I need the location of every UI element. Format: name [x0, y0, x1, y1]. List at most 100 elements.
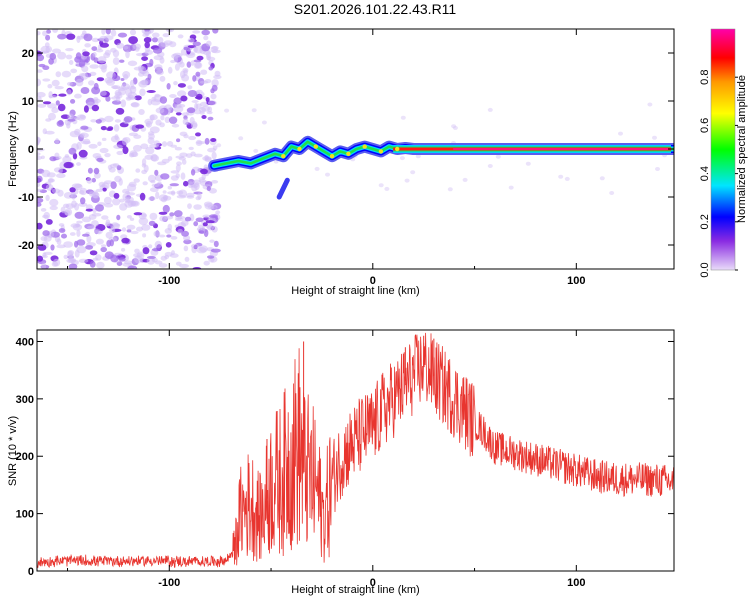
noise-blob	[118, 178, 123, 186]
noise-blob	[159, 96, 168, 104]
colorbar-tick-label: 0.4	[699, 166, 711, 181]
noise-blob	[150, 154, 160, 162]
trace-knot	[362, 144, 367, 149]
noise-blob	[80, 197, 86, 205]
noise-blob	[82, 51, 90, 57]
noise-blob	[170, 236, 178, 240]
noise-blob	[57, 51, 67, 60]
noise-blob	[148, 29, 154, 34]
noise-blob	[200, 69, 208, 75]
noise-blob	[149, 187, 159, 193]
noise-blob	[93, 97, 99, 102]
noise-blob	[67, 113, 74, 120]
noise-blob	[147, 98, 153, 106]
noise-blob	[183, 69, 188, 76]
noise-blob	[211, 79, 219, 87]
noise-blob	[173, 105, 184, 113]
noise-blob	[142, 247, 150, 255]
noise-blob	[196, 93, 203, 100]
noise-blob	[111, 96, 120, 100]
noise-blob	[105, 231, 113, 239]
noise-blob	[94, 229, 102, 234]
snr-frame	[36, 329, 675, 572]
noise-blob	[146, 257, 156, 265]
noise-blob	[207, 147, 217, 153]
noise-blob	[154, 240, 162, 249]
noise-blob	[206, 40, 212, 47]
noise-blob	[92, 192, 100, 199]
noise-blob	[76, 220, 83, 224]
noise-blob	[201, 174, 206, 180]
noise-blob	[154, 169, 159, 176]
snr-x-axis-label: Height of straight line (km)	[291, 584, 419, 596]
noise-blob	[58, 167, 63, 174]
noise-blob	[166, 141, 174, 147]
noise-blob	[404, 178, 410, 183]
noise-blob	[151, 183, 160, 188]
noise-blob	[599, 176, 605, 181]
noise-blob	[160, 115, 165, 121]
noise-blob	[122, 146, 129, 155]
noise-blob	[487, 164, 493, 168]
noise-blob	[81, 65, 89, 73]
noise-blob	[210, 138, 217, 142]
noise-blob	[212, 29, 219, 34]
noise-blob	[91, 220, 99, 227]
noise-blob	[134, 255, 143, 264]
noise-blob	[205, 220, 215, 224]
noise-blob	[174, 210, 183, 218]
colorbar-tick-label: 0.2	[699, 214, 711, 229]
noise-blob	[144, 49, 154, 55]
noise-blob	[126, 192, 136, 196]
noise-blob	[141, 79, 148, 86]
noise-blob	[141, 158, 147, 166]
noise-blob	[51, 79, 60, 87]
noise-blob	[175, 112, 182, 116]
noise-blob	[144, 41, 150, 49]
noise-blob	[149, 114, 158, 121]
noise-blob	[96, 77, 105, 82]
noise-blob	[42, 78, 51, 82]
noise-blob	[51, 188, 61, 194]
noise-blob	[55, 71, 62, 78]
noise-blob	[54, 86, 64, 90]
noise-blob	[45, 184, 54, 191]
noise-blob	[113, 192, 120, 199]
noise-blob	[115, 91, 123, 96]
noise-blob	[207, 116, 214, 121]
noise-blob	[65, 203, 75, 210]
noise-blob	[118, 257, 126, 262]
y-tick-label: 400	[16, 336, 34, 348]
noise-blob	[209, 214, 218, 219]
noise-blob	[525, 161, 531, 166]
noise-blob	[201, 29, 210, 36]
noise-blob	[192, 122, 198, 128]
noise-blob	[47, 84, 53, 89]
noise-blob	[85, 245, 94, 250]
noise-blob	[123, 74, 129, 80]
noise-blob	[61, 70, 72, 78]
noise-blob	[191, 100, 199, 103]
noise-blob	[164, 116, 170, 124]
noise-blob	[153, 140, 160, 147]
noise-blob	[129, 79, 135, 88]
noise-blob	[125, 50, 130, 59]
noise-blob	[41, 254, 48, 259]
noise-blob	[116, 214, 121, 221]
noise-blob	[148, 220, 156, 226]
noise-blob	[159, 75, 166, 82]
noise-blob	[141, 213, 147, 218]
noise-blob	[177, 90, 187, 97]
noise-blob	[176, 194, 187, 199]
noise-blob	[127, 265, 138, 269]
noise-blob	[180, 172, 186, 180]
noise-blob	[184, 256, 190, 262]
noise-blob	[415, 154, 421, 159]
noise-blob	[97, 56, 107, 64]
colorbar-tick-label: 0.6	[699, 118, 711, 133]
noise-blob	[112, 85, 119, 90]
noise-blob	[97, 141, 102, 147]
y-tick-label: 0	[28, 566, 34, 578]
noise-blob	[120, 78, 125, 81]
